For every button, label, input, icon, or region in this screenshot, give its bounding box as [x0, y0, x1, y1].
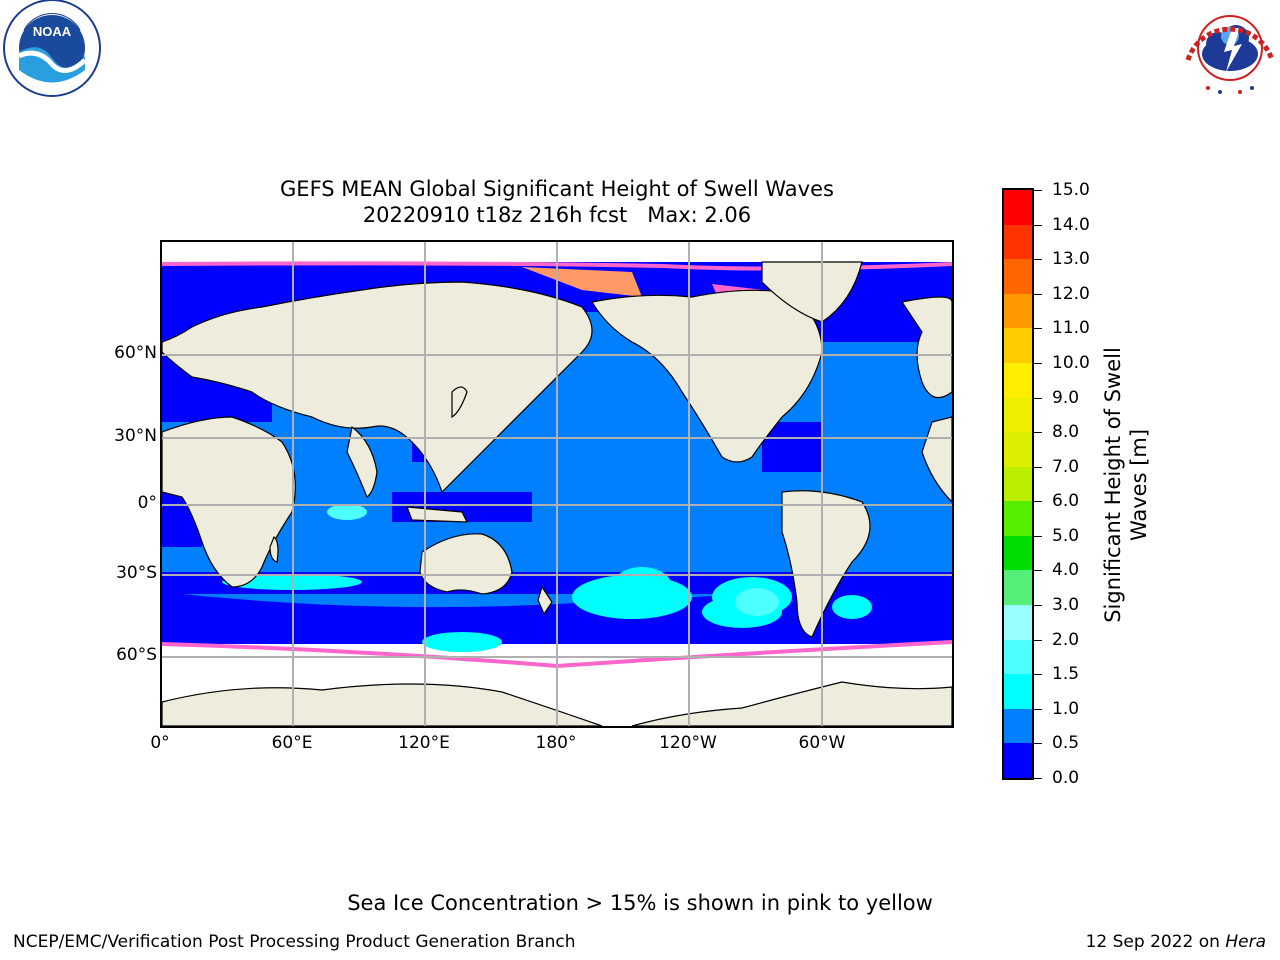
- colorbar-segment: [1004, 259, 1032, 294]
- lat-label-30n: 30°N: [114, 426, 157, 446]
- sea-ice-note: Sea Ice Concentration > 15% is shown in …: [347, 891, 933, 915]
- chart-title-line2: 20220910 t18z 216h fcst Max: 2.06: [362, 203, 752, 227]
- colorbar-segment: [1004, 501, 1032, 536]
- colorbar-tick: [1034, 535, 1042, 537]
- land-australia: [419, 533, 513, 595]
- colorbar-tick-label: 11.0: [1052, 318, 1090, 339]
- colorbar-tick: [1034, 362, 1042, 364]
- lat-label-60s: 60°S: [116, 645, 157, 665]
- land-europe-west: [901, 296, 952, 399]
- colorbar-segment: [1004, 397, 1032, 433]
- colorbar-segment: [1004, 639, 1032, 675]
- colorbar-segment: [1004, 605, 1032, 640]
- footer-date-text: 12 Sep 2022 on: [1085, 932, 1226, 952]
- colorbar-segment: [1004, 224, 1032, 260]
- swell-band-15-20: [327, 504, 779, 616]
- colorbar-tick: [1034, 397, 1042, 399]
- land-north-america: [591, 289, 823, 463]
- colorbar-tick-label: 14.0: [1052, 214, 1090, 235]
- colorbar-tick: [1034, 328, 1042, 330]
- colorbar-tick: [1034, 432, 1042, 434]
- land-antarctica: [162, 683, 603, 726]
- land-eurasia: [162, 281, 593, 494]
- colorbar-axis-label-line2: Waves [m]: [1127, 428, 1151, 542]
- land-antarctica-right: [631, 681, 952, 726]
- colorbar-axis-label-line1: Significant Height of Swell: [1101, 347, 1125, 623]
- colorbar-tick: [1034, 639, 1042, 641]
- map-panel: [160, 240, 954, 728]
- colorbar-tick-label: 0.5: [1052, 733, 1080, 754]
- colorbar-segment: [1004, 362, 1032, 398]
- lat-label-60n: 60°N: [114, 343, 157, 363]
- colorbar-tick-label: 3.0: [1052, 595, 1080, 616]
- colorbar-segment: [1004, 708, 1032, 744]
- colorbar-tick: [1034, 674, 1042, 676]
- footer-date: 12 Sep 2022 on Hera: [1086, 932, 1266, 952]
- colorbar-tick-label: 8.0: [1052, 422, 1080, 443]
- footer-host: Hera: [1225, 932, 1266, 952]
- colorbar-tick: [1034, 501, 1042, 503]
- colorbar-segment: [1004, 570, 1032, 606]
- land-south-america: [781, 490, 871, 638]
- colorbar-tick-label: 2.0: [1052, 629, 1080, 650]
- colorbar-tick-label: 10.0: [1052, 352, 1090, 373]
- colorbar-tick: [1034, 293, 1042, 295]
- land-new-zealand: [537, 585, 553, 616]
- colorbar-tick: [1034, 778, 1042, 779]
- colorbar: [1002, 188, 1034, 780]
- lon-label-0: 0°: [150, 733, 170, 753]
- colorbar-tick: [1034, 259, 1042, 261]
- colorbar-tick-label: 0.0: [1052, 768, 1080, 788]
- land-japan: [451, 386, 468, 419]
- land-madagascar: [269, 536, 279, 563]
- colorbar-tick-label: 15.0: [1052, 180, 1090, 200]
- colorbar-segment: [1004, 293, 1032, 329]
- lon-label-60w: 60°W: [798, 733, 846, 753]
- colorbar-tick: [1034, 466, 1042, 468]
- colorbar-tick-label: 1.5: [1052, 664, 1080, 685]
- nws-logo: [1180, 0, 1280, 100]
- colorbar-segment: [1004, 743, 1032, 778]
- colorbar-segment: [1004, 432, 1032, 467]
- colorbar-tick-label: 4.0: [1052, 560, 1080, 581]
- chart-title-line1: GEFS MEAN Global Significant Height of S…: [280, 177, 834, 201]
- colorbar-segment: [1004, 674, 1032, 709]
- colorbar-tick-label: 13.0: [1052, 249, 1090, 270]
- colorbar-tick-label: 5.0: [1052, 525, 1080, 546]
- colorbar-tick: [1034, 190, 1042, 191]
- colorbar-tick: [1034, 708, 1042, 710]
- footer-credit: NCEP/EMC/Verification Post Processing Pr…: [13, 932, 576, 952]
- colorbar-tick: [1034, 570, 1042, 572]
- land-india: [346, 425, 378, 498]
- colorbar-tick: [1034, 605, 1042, 607]
- colorbar-segment: [1004, 328, 1032, 363]
- colorbar-segment: [1004, 190, 1032, 225]
- colorbar-tick: [1034, 224, 1042, 226]
- lon-label-180: 180°: [535, 733, 577, 753]
- lon-label-120w: 120°W: [659, 733, 717, 753]
- lon-label-60e: 60°E: [271, 733, 313, 753]
- land-masses: [162, 261, 952, 726]
- colorbar-tick: [1034, 743, 1042, 745]
- colorbar-tick-label: 1.0: [1052, 698, 1080, 719]
- colorbar-segment: [1004, 466, 1032, 502]
- colorbar-axis-label: Significant Height of Swell Waves [m]: [1100, 347, 1152, 623]
- colorbar-tick-label: 9.0: [1052, 387, 1080, 408]
- land-indonesia: [406, 506, 468, 523]
- colorbar-tick-label: 6.0: [1052, 491, 1080, 512]
- colorbar-tick-label: 12.0: [1052, 283, 1090, 304]
- noaa-logo-text: NOAA: [33, 24, 72, 39]
- map-svg: [162, 242, 952, 726]
- colorbar-segment: [1004, 535, 1032, 571]
- colorbar-tick-label: 7.0: [1052, 456, 1080, 477]
- lon-label-120e: 120°E: [398, 733, 450, 753]
- gridlines: [162, 242, 952, 726]
- lat-label-eq: 0°: [137, 493, 157, 513]
- noaa-logo: NOAA: [0, 0, 104, 100]
- lat-label-30s: 30°S: [116, 563, 157, 583]
